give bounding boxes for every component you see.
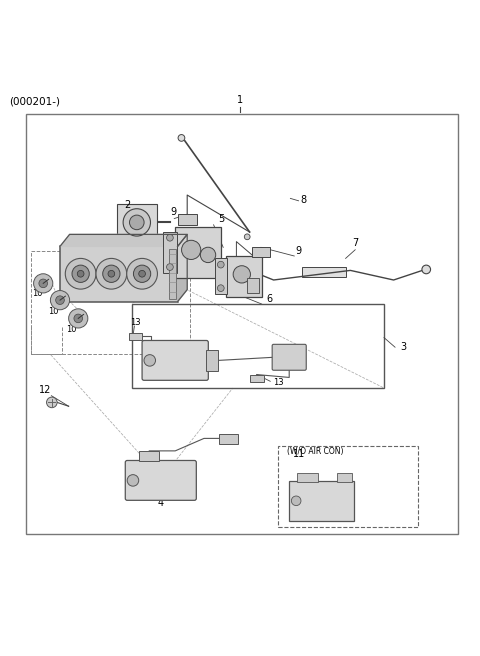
Text: 11: 11 xyxy=(293,449,305,459)
Text: 12: 12 xyxy=(39,385,52,395)
Bar xyxy=(132,304,384,388)
Circle shape xyxy=(123,209,151,236)
Text: 6: 6 xyxy=(266,294,273,304)
Bar xyxy=(337,473,351,482)
Circle shape xyxy=(50,291,70,310)
Circle shape xyxy=(96,258,127,289)
Polygon shape xyxy=(178,234,187,302)
Text: 3: 3 xyxy=(174,354,182,367)
Circle shape xyxy=(65,258,96,289)
Text: 9: 9 xyxy=(295,245,301,256)
Circle shape xyxy=(72,265,89,282)
Text: (W/O AIR CON): (W/O AIR CON) xyxy=(287,447,344,456)
Text: 1: 1 xyxy=(237,95,243,105)
Bar xyxy=(297,473,318,482)
FancyBboxPatch shape xyxy=(289,481,354,521)
Circle shape xyxy=(291,496,301,506)
Circle shape xyxy=(217,261,224,268)
Bar xyxy=(247,278,259,293)
Bar xyxy=(129,333,142,340)
Circle shape xyxy=(167,264,173,270)
Bar xyxy=(206,350,218,371)
Text: 5: 5 xyxy=(218,215,225,224)
Bar xyxy=(252,247,270,257)
Circle shape xyxy=(127,475,139,486)
Circle shape xyxy=(244,234,250,239)
Bar xyxy=(178,215,197,225)
Bar xyxy=(26,114,458,535)
Bar xyxy=(175,227,221,277)
Text: 3: 3 xyxy=(323,496,330,506)
Bar xyxy=(250,375,264,382)
Circle shape xyxy=(74,314,83,323)
Text: 7: 7 xyxy=(352,238,359,249)
Text: 13: 13 xyxy=(130,318,140,327)
Circle shape xyxy=(133,265,151,282)
Text: 9: 9 xyxy=(170,207,177,217)
Bar xyxy=(302,267,346,277)
Circle shape xyxy=(56,296,64,304)
Circle shape xyxy=(77,270,84,277)
Text: 10: 10 xyxy=(48,306,59,316)
Bar xyxy=(219,434,238,444)
FancyBboxPatch shape xyxy=(125,461,196,501)
Text: 4: 4 xyxy=(158,498,164,508)
Circle shape xyxy=(130,215,144,230)
Circle shape xyxy=(139,270,145,277)
Circle shape xyxy=(181,240,201,260)
Text: (000201-): (000201-) xyxy=(10,96,60,107)
FancyBboxPatch shape xyxy=(272,344,306,370)
Bar xyxy=(215,258,227,295)
Text: 2: 2 xyxy=(124,200,131,210)
Circle shape xyxy=(217,285,224,291)
FancyBboxPatch shape xyxy=(142,340,208,380)
Circle shape xyxy=(127,258,157,289)
Circle shape xyxy=(69,309,88,328)
Circle shape xyxy=(200,247,216,262)
Bar xyxy=(278,445,418,527)
Circle shape xyxy=(108,270,115,277)
Text: 8: 8 xyxy=(300,195,306,205)
Bar xyxy=(31,251,190,354)
Circle shape xyxy=(39,279,48,288)
Circle shape xyxy=(34,274,53,293)
Text: 10: 10 xyxy=(32,289,42,298)
Circle shape xyxy=(233,266,251,283)
Circle shape xyxy=(167,234,173,241)
Circle shape xyxy=(178,134,185,141)
Circle shape xyxy=(47,397,57,407)
Bar xyxy=(117,204,157,241)
Text: 3: 3 xyxy=(160,474,168,487)
Bar xyxy=(60,247,178,302)
Polygon shape xyxy=(60,234,187,247)
Circle shape xyxy=(422,265,431,274)
Bar xyxy=(226,256,262,297)
Circle shape xyxy=(144,355,156,366)
Text: 3: 3 xyxy=(401,342,407,352)
Bar xyxy=(163,232,177,273)
Bar xyxy=(169,249,176,299)
Text: 10: 10 xyxy=(66,325,77,334)
Text: 13: 13 xyxy=(273,378,283,386)
Circle shape xyxy=(103,265,120,282)
Bar xyxy=(139,451,159,461)
